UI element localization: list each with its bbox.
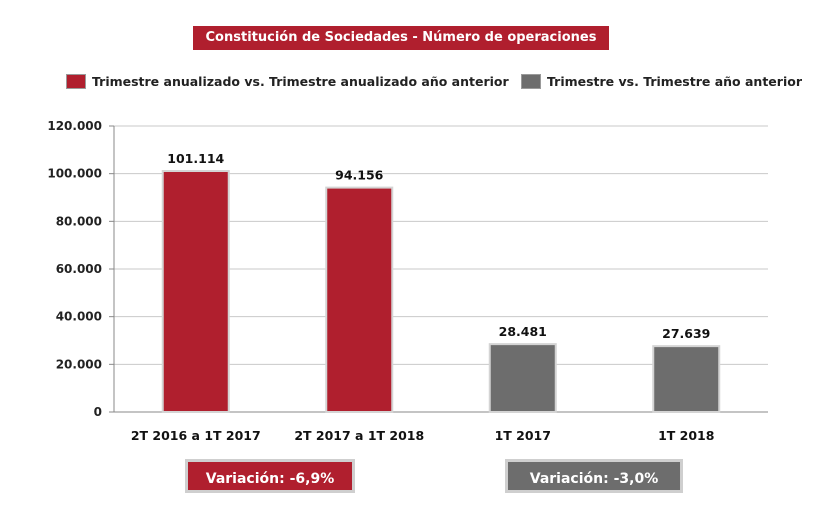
- legend-label-quarterly: Trimestre vs. Trimestre año anterior: [547, 73, 802, 89]
- y-tick-label: 120.000: [47, 119, 102, 133]
- x-tick-label: 2T 2017 a 1T 2018: [294, 428, 424, 443]
- y-tick-label: 80.000: [56, 214, 102, 228]
- variation-box-quarterly: Variación: -3,0%: [505, 459, 683, 493]
- bar-2: [325, 186, 394, 413]
- y-tick-label: 60.000: [56, 262, 102, 276]
- legend-label-annualized: Trimestre anualizado vs. Trimestre anual…: [92, 73, 509, 89]
- legend-item-quarterly: Trimestre vs. Trimestre año anterior: [521, 71, 802, 91]
- chart-title: Constitución de Sociedades - Número de o…: [193, 26, 609, 50]
- data-label: 94.156: [335, 168, 384, 183]
- legend-swatch-annualized: [66, 73, 86, 89]
- y-tick-label: 20.000: [56, 357, 102, 371]
- bar-3: [488, 343, 557, 413]
- x-tick-label: 2T 2016 a 1T 2017: [131, 428, 261, 443]
- x-tick-label: 1T 2017: [495, 428, 551, 443]
- data-label: 28.481: [499, 324, 547, 339]
- data-label: 101.114: [167, 151, 224, 166]
- y-tick-label: 40.000: [56, 310, 102, 324]
- data-label: 27.639: [662, 326, 710, 341]
- y-tick-label: 0: [94, 405, 102, 419]
- legend-swatch-quarterly: [521, 73, 541, 89]
- bar-4: [652, 345, 721, 413]
- bar-1: [161, 170, 230, 413]
- x-tick-label: 1T 2018: [658, 428, 714, 443]
- y-tick-label: 100.000: [47, 167, 102, 181]
- variation-box-annualized: Variación: -6,9%: [185, 459, 355, 493]
- legend-item-annualized: Trimestre anualizado vs. Trimestre anual…: [66, 71, 509, 91]
